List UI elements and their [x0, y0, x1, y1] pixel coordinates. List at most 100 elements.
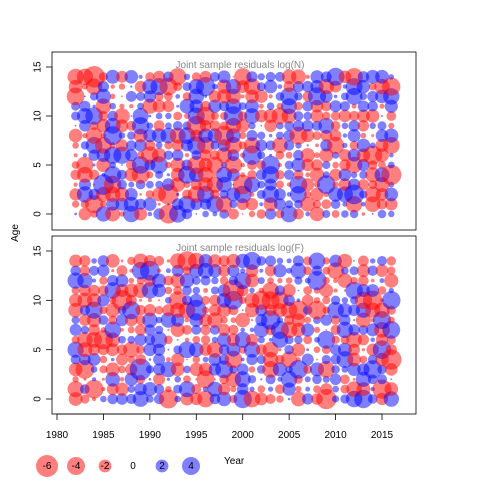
residual-bubble: [217, 70, 231, 84]
residual-bubble: [92, 377, 97, 382]
residual-bubble: [82, 153, 87, 158]
residual-bubble: [292, 120, 305, 132]
residual-bubble: [358, 275, 369, 286]
residual-bubble: [105, 362, 120, 377]
residual-bubble: [202, 306, 210, 314]
residual-bubble: [220, 316, 228, 324]
residual-bubble: [306, 144, 309, 147]
residual-bubble: [189, 293, 203, 307]
residual-bubble: [240, 94, 245, 99]
residual-bubble: [260, 378, 263, 381]
residual-bubble: [337, 253, 353, 269]
residual-bubble: [208, 264, 222, 278]
residual-bubble: [321, 354, 331, 365]
residual-bubble: [165, 122, 172, 130]
residual-bubble: [301, 178, 315, 192]
residual-bubble: [367, 265, 378, 276]
residual-bubble: [250, 319, 254, 322]
residual-bubble: [357, 120, 370, 132]
residual-bubble: [178, 381, 196, 398]
residual-bubble: [171, 352, 185, 367]
residual-bubble: [186, 358, 188, 361]
residual-bubble: [215, 195, 233, 213]
residual-bubble: [290, 262, 307, 279]
residual-bubble: [296, 357, 301, 362]
residual-bubble: [276, 257, 284, 265]
residual-bubble: [192, 286, 201, 295]
residual-bubble: [120, 328, 124, 332]
legend-label: -4: [72, 461, 81, 472]
residual-bubble: [146, 122, 154, 130]
residual-bubble: [158, 299, 161, 302]
x-axis: 1980 1985 1990 1995 2000 2005 2010 2015: [46, 413, 394, 441]
residual-bubble: [317, 361, 335, 378]
panel-logN-bubbles: [66, 66, 402, 224]
residual-bubble: [350, 276, 358, 285]
residual-bubble: [318, 117, 335, 134]
residual-bubble: [320, 314, 332, 326]
residual-bubble: [97, 255, 110, 267]
residual-bubble: [249, 287, 255, 294]
residual-bubble: [338, 109, 352, 123]
residual-bubble: [315, 143, 319, 148]
residual-bubble: [273, 264, 287, 278]
residual-bubble: [263, 79, 278, 94]
residual-bubble: [183, 73, 191, 81]
residual-bubble: [196, 106, 215, 126]
residual-bubble: [175, 94, 181, 99]
residual-bubble: [70, 265, 81, 276]
residual-bubble: [87, 353, 101, 366]
residual-bubble: [277, 163, 282, 167]
residual-bubble: [349, 140, 359, 150]
residual-bubble: [305, 74, 310, 80]
residual-bubble: [173, 111, 183, 121]
residual-bubble: [95, 88, 111, 104]
residual-bubble: [92, 104, 96, 108]
residual-bubble: [265, 208, 277, 220]
residual-bubble: [230, 317, 237, 323]
legend-bubble: [98, 459, 112, 473]
residual-bubble: [174, 395, 181, 403]
residual-bubble: [135, 354, 147, 365]
residual-bubble: [248, 366, 256, 373]
residual-bubble: [90, 366, 98, 373]
residual-bubble: [179, 273, 195, 288]
residual-bubble: [105, 206, 121, 222]
residual-bubble: [191, 384, 202, 395]
residual-bubble: [302, 80, 314, 93]
residual-bubble: [254, 89, 268, 103]
residual-bubble: [311, 159, 323, 171]
residual-bubble: [155, 180, 164, 189]
residual-bubble: [137, 102, 145, 110]
residual-bubble: [361, 348, 365, 352]
residual-bubble: [297, 289, 300, 292]
residual-bubble: [134, 333, 147, 346]
residual-bubble: [130, 115, 133, 117]
residual-bubble: [249, 192, 255, 197]
residual-bubble: [127, 256, 136, 265]
residual-bubble: [330, 111, 341, 121]
residual-bubble: [386, 111, 397, 121]
residual-bubble: [142, 382, 157, 397]
residual-bubble: [276, 395, 284, 403]
residual-bubble: [74, 124, 77, 127]
residual-bubble: [309, 206, 325, 222]
legend-label: -6: [43, 461, 52, 472]
residual-bubble: [361, 201, 366, 207]
residual-bubble: [236, 119, 250, 133]
residual-bubble: [218, 255, 230, 267]
residual-bubble: [226, 342, 241, 357]
residual-bubble: [165, 385, 172, 393]
residual-bubble: [197, 390, 215, 408]
residual-bubble: [224, 156, 243, 174]
residual-bubble: [257, 385, 266, 393]
residual-bubble: [208, 254, 222, 268]
residual-bubble: [381, 349, 402, 370]
residual-bubble: [104, 166, 122, 184]
residual-bubble: [79, 265, 91, 277]
residual-bubble: [132, 391, 149, 407]
residual-bubble: [387, 316, 395, 324]
residual-bubble: [84, 379, 104, 399]
residual-bubble: [254, 392, 268, 406]
residual-bubble: [84, 95, 86, 98]
